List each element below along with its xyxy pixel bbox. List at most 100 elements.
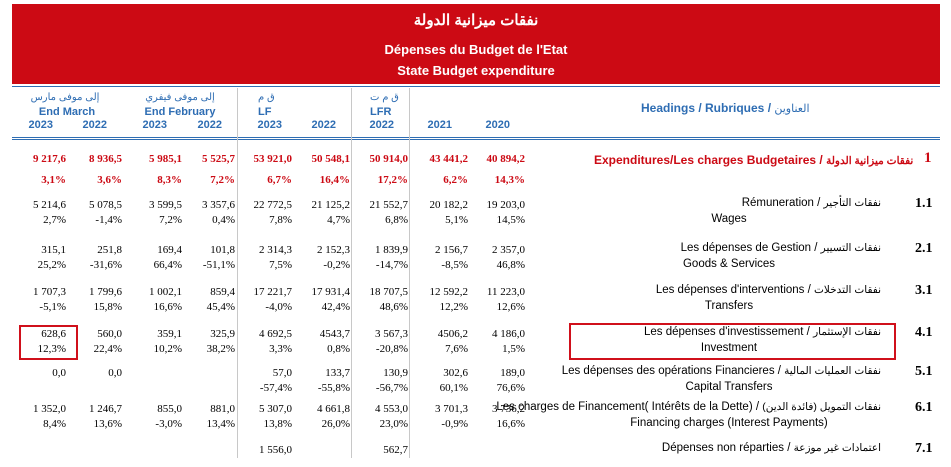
row-pct: 0,4% bbox=[212, 214, 235, 226]
row-pct: 22,4% bbox=[93, 343, 122, 355]
row-pct: 48,6% bbox=[379, 301, 408, 313]
row-label-ar: اعتمادات غير موزعة bbox=[793, 442, 881, 454]
total-pct: 3,6% bbox=[97, 174, 122, 186]
row-value: 4 553,0 bbox=[375, 403, 408, 415]
col-year: 2021 bbox=[427, 119, 452, 131]
row-pct: -8,5% bbox=[441, 259, 468, 271]
row-pct: 3,3% bbox=[269, 343, 292, 355]
row-number: 1.1 bbox=[915, 196, 933, 211]
row-value: 881,0 bbox=[210, 403, 235, 415]
row-value: 101,8 bbox=[210, 244, 235, 256]
row-pct: 14,5% bbox=[496, 214, 525, 226]
col-year: 2023 bbox=[142, 119, 167, 131]
row-pct: 12,2% bbox=[439, 301, 468, 313]
total-pct: 8,3% bbox=[157, 174, 182, 186]
row-value: 4 692,5 bbox=[259, 328, 292, 340]
total-value: 5 525,7 bbox=[202, 153, 235, 165]
col-year: 2023 bbox=[28, 119, 53, 131]
total-pct: 14,3% bbox=[494, 174, 525, 186]
row-value: 133,7 bbox=[325, 367, 350, 379]
total-pct: 3,1% bbox=[41, 174, 66, 186]
row-value: 1 352,0 bbox=[33, 403, 66, 415]
row-number: 7.1 bbox=[915, 441, 933, 456]
row-value: 18 707,5 bbox=[369, 286, 409, 298]
row-pct: 13,6% bbox=[93, 418, 122, 430]
row-value: 1 839,9 bbox=[375, 244, 408, 256]
row-pct: -0,2% bbox=[323, 259, 350, 271]
row-label: Les charges de Financement( Intérêts de … bbox=[496, 401, 881, 413]
col-year: 2022 bbox=[197, 119, 222, 131]
row-value: 4 186,0 bbox=[492, 328, 525, 340]
row-value: 251,8 bbox=[97, 244, 122, 256]
row-value: 0,0 bbox=[52, 367, 66, 379]
row-label-separator: / bbox=[803, 326, 814, 338]
row-pct: -5,1% bbox=[39, 301, 66, 313]
total-value: 53 921,0 bbox=[253, 153, 293, 165]
col-lf-label: LF bbox=[258, 106, 272, 118]
row-value: 859,4 bbox=[210, 286, 235, 298]
row-pct: -55,8% bbox=[317, 382, 350, 394]
row-pct: 23,0% bbox=[379, 418, 408, 430]
col-lfr-ar: ق م ت bbox=[370, 92, 399, 103]
row-value: 1 556,0 bbox=[259, 444, 292, 456]
row-pct: 4,7% bbox=[327, 214, 350, 226]
total-pct: 6,2% bbox=[443, 174, 468, 186]
row-value: 1 246,7 bbox=[89, 403, 122, 415]
row-pct: 42,4% bbox=[321, 301, 350, 313]
row-label: Les dépenses d'investissement / نفقات ال… bbox=[644, 326, 881, 338]
row-pct: 2,7% bbox=[43, 214, 66, 226]
headings-title: Headings / Rubriques / العناوين bbox=[641, 101, 810, 115]
row-label-ar: نفقات الإستثمار bbox=[813, 326, 881, 338]
row-value: 1 002,1 bbox=[149, 286, 182, 298]
row-label-fr: Les dépenses d'investissement bbox=[644, 326, 804, 338]
row-pct: 7,5% bbox=[269, 259, 292, 271]
row-pct: -51,1% bbox=[202, 259, 235, 271]
total-pct: 16,4% bbox=[319, 174, 350, 186]
row-pct: -56,7% bbox=[375, 382, 408, 394]
row-pct: 13,8% bbox=[263, 418, 292, 430]
total-label: Expenditures/Les charges Budgetaires / ن… bbox=[594, 153, 913, 167]
row-pct: 66,4% bbox=[153, 259, 182, 271]
row-value: 5 307,0 bbox=[259, 403, 292, 415]
row-value: 3 736,2 bbox=[492, 403, 525, 415]
row-number: 4.1 bbox=[915, 325, 933, 340]
row-value: 1 799,6 bbox=[89, 286, 122, 298]
col-year: 2022 bbox=[311, 119, 336, 131]
row-pct: -31,6% bbox=[89, 259, 122, 271]
row-label-en: Investment bbox=[700, 342, 758, 354]
column-separator bbox=[409, 88, 410, 458]
total-label-separator: / bbox=[819, 153, 827, 167]
row-label-fr: Les dépenses des opérations Financieres bbox=[561, 365, 775, 377]
row-value: 17 931,4 bbox=[311, 286, 351, 298]
row-label-separator: / bbox=[804, 284, 815, 296]
row-value: 302,6 bbox=[443, 367, 468, 379]
row-label-fr: Les dépenses de Gestion bbox=[680, 242, 812, 254]
row-value: 21 552,7 bbox=[369, 199, 409, 211]
row-value: 2 156,7 bbox=[435, 244, 468, 256]
row-pct: -1,4% bbox=[95, 214, 122, 226]
row-value: 189,0 bbox=[500, 367, 525, 379]
row-label-ar: نفقات التأجير bbox=[823, 197, 881, 209]
headings-label-ar: العناوين bbox=[774, 103, 810, 115]
col-endmarch-label: End March bbox=[38, 106, 96, 118]
row-label-separator: / bbox=[752, 401, 763, 413]
row-pct: 16,6% bbox=[496, 418, 525, 430]
row-pct: 38,2% bbox=[206, 343, 235, 355]
row-label-fr: Les charges de Financement( Intérêts de … bbox=[496, 401, 753, 413]
row-label-ar: نفقات التدخلات bbox=[814, 284, 881, 296]
row-value: 12 592,2 bbox=[429, 286, 469, 298]
row-value: 0,0 bbox=[108, 367, 122, 379]
row-value: 560,0 bbox=[97, 328, 122, 340]
row-pct: -57,4% bbox=[259, 382, 292, 394]
row-value: 2 152,3 bbox=[317, 244, 350, 256]
total-value: 43 441,2 bbox=[429, 153, 469, 165]
row-label-separator: / bbox=[811, 242, 821, 254]
headings-label: Headings / Rubriques bbox=[641, 101, 765, 115]
row-value: 5 214,6 bbox=[33, 199, 66, 211]
row-label-ar: نفقات العمليات المالية bbox=[784, 365, 881, 377]
row-label: Les dépenses d'interventions / نفقات الت… bbox=[656, 284, 881, 296]
row-pct: 26,0% bbox=[321, 418, 350, 430]
row-pct: -20,8% bbox=[375, 343, 408, 355]
row-label-separator: / bbox=[813, 197, 824, 209]
row-value: 3 357,6 bbox=[202, 199, 235, 211]
